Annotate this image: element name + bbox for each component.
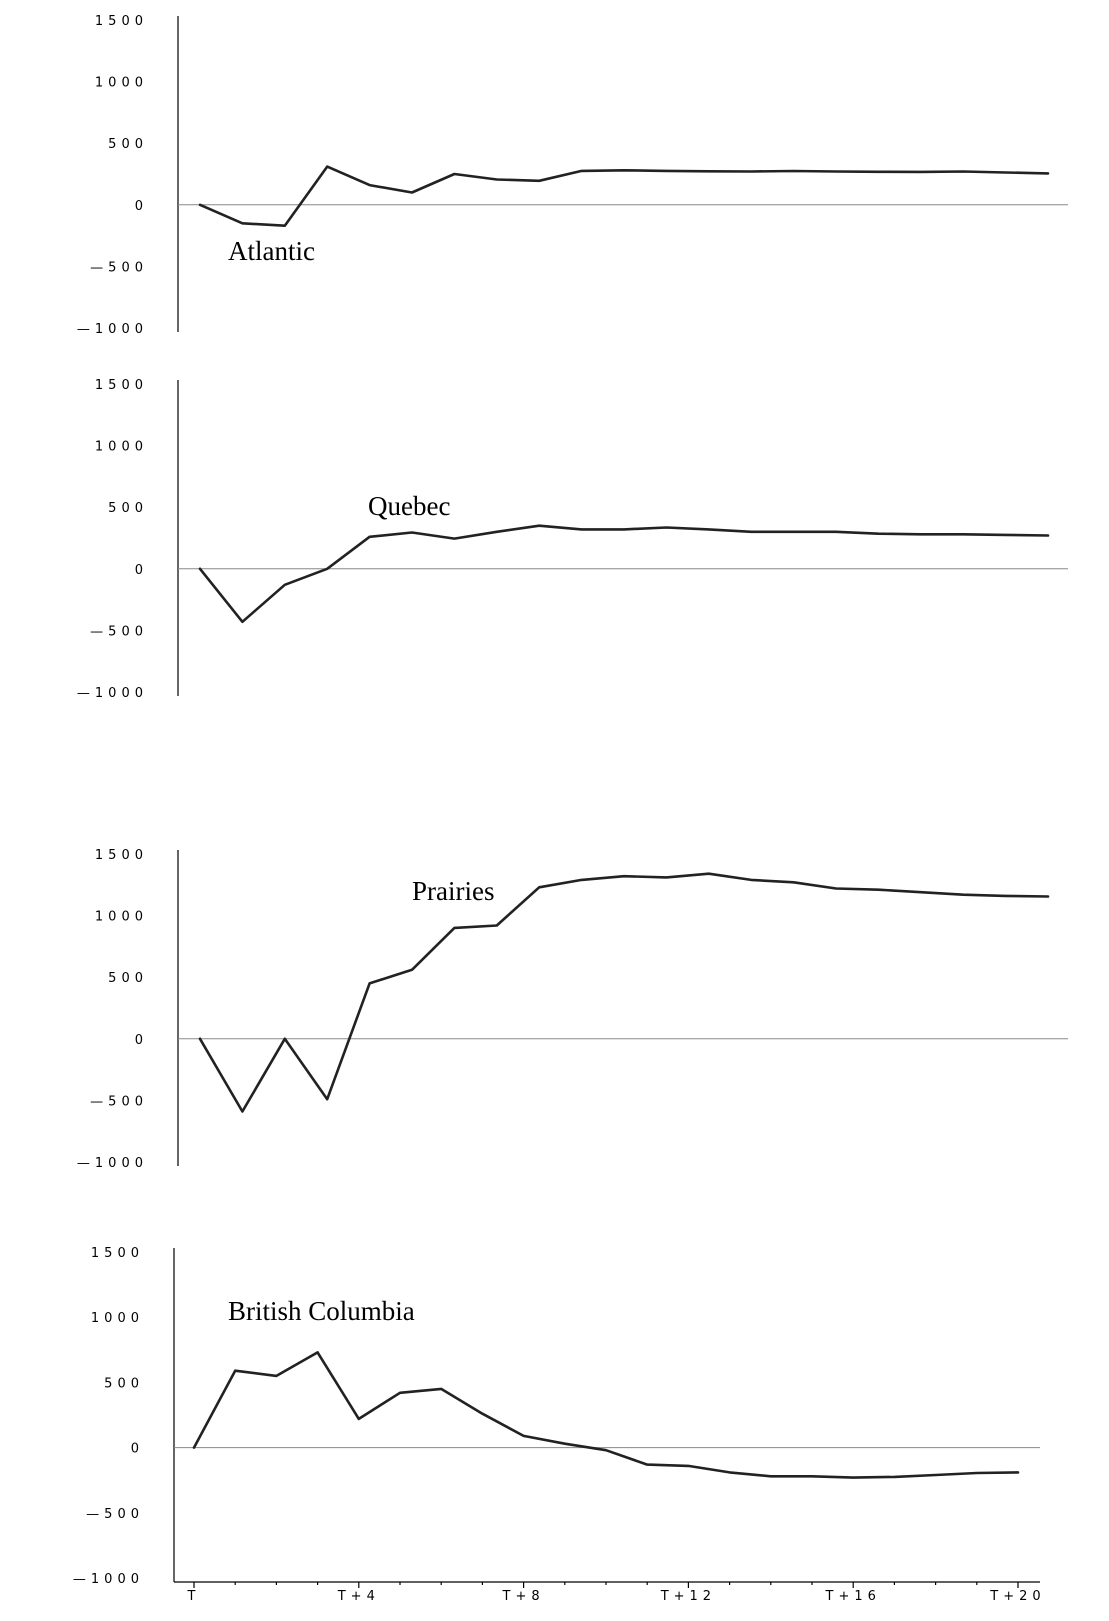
x-tick-label: T+16 [825,1589,881,1604]
y-tick-label: —1000 [77,686,148,701]
x-tick-label: T+4 [337,1589,380,1604]
y-tick-label: —500 [86,1507,144,1522]
panel-label: British Columbia [228,1296,415,1326]
x-tick-label: T+20 [989,1589,1045,1604]
y-tick-label: —1000 [77,1156,148,1171]
series-line [192,1351,1020,1479]
panel-label: Prairies [412,876,494,906]
y-tick-label: 0 [131,1442,144,1457]
y-tick-label: 1500 [95,848,148,863]
panel-prairies: 1500 1000 500 0 —500 —1000 Prairies [77,848,1068,1171]
panel-quebec: 1500 1000 500 0 —500 —1000 Quebec [77,378,1068,701]
y-tick-label: 500 [108,137,148,152]
y-tick-label: —500 [90,260,148,275]
y-tick-label: 0 [135,199,148,214]
y-tick-label: —1000 [77,322,148,337]
y-tick-label: 0 [135,1033,148,1048]
series-line [198,165,1050,227]
y-tick-label: 1000 [95,440,148,455]
y-tick-label: 1000 [95,76,148,91]
y-tick-label: 500 [104,1376,144,1391]
y-tick-label: —1000 [73,1572,144,1587]
y-tick-label: 1500 [95,14,148,29]
y-tick-label: 1000 [95,910,148,925]
y-tick-label: 1000 [91,1311,144,1326]
y-tick-label: —500 [90,1094,148,1109]
panel-british-columbia: 1500 1000 500 0 —500 —1000 British Columbia T T+… [73,1246,1045,1604]
y-tick-label: 0 [135,563,148,578]
x-tick-label: T [187,1589,201,1604]
y-tick-label: 500 [108,501,148,516]
x-tick-label: T+12 [660,1589,716,1604]
panel-label: Quebec [368,491,450,521]
panel-atlantic: 1500 1000 500 0 —500 —1000 Atlantic [77,14,1068,337]
panel-label: Atlantic [228,236,315,266]
x-tick-label: T+8 [502,1589,545,1604]
y-tick-label: 1500 [91,1246,144,1261]
y-tick-label: 1500 [95,378,148,393]
y-tick-label: —500 [90,624,148,639]
y-tick-label: 500 [108,971,148,986]
series-line [198,872,1050,1113]
series-line [198,524,1050,624]
